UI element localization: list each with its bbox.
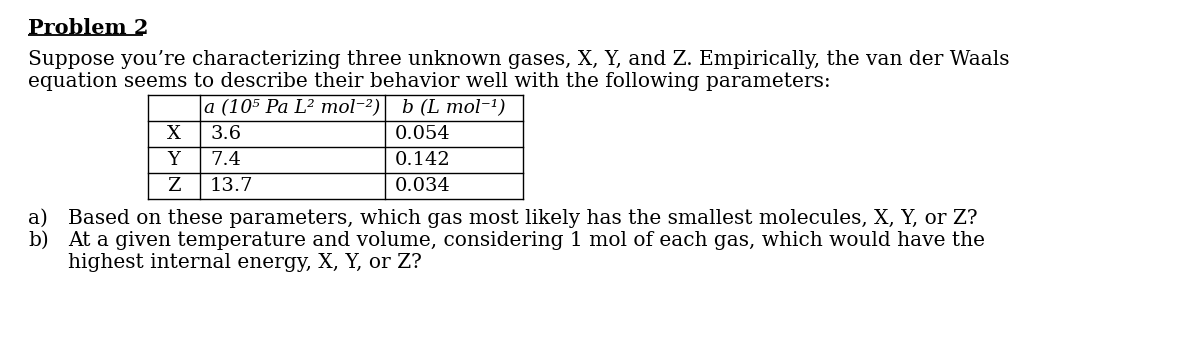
Text: 0.142: 0.142 — [395, 151, 451, 169]
Text: highest internal energy, X, Y, or Z?: highest internal energy, X, Y, or Z? — [68, 253, 422, 272]
Text: Y: Y — [168, 151, 180, 169]
Text: Z: Z — [167, 177, 181, 195]
Text: equation seems to describe their behavior well with the following parameters:: equation seems to describe their behavio… — [28, 72, 830, 91]
Text: Problem 2: Problem 2 — [28, 18, 149, 38]
Text: a (10⁵ Pa L² mol⁻²): a (10⁵ Pa L² mol⁻²) — [204, 99, 380, 117]
Text: a): a) — [28, 209, 48, 228]
Text: Suppose you’re characterizing three unknown gases, X, Y, and Z. Empirically, the: Suppose you’re characterizing three unkn… — [28, 50, 1009, 69]
Text: 3.6: 3.6 — [210, 125, 241, 143]
Text: b): b) — [28, 231, 49, 250]
Text: 13.7: 13.7 — [210, 177, 253, 195]
Text: 0.054: 0.054 — [395, 125, 451, 143]
Text: Based on these parameters, which gas most likely has the smallest molecules, X, : Based on these parameters, which gas mos… — [68, 209, 978, 228]
Text: X: X — [167, 125, 181, 143]
Text: At a given temperature and volume, considering 1 mol of each gas, which would ha: At a given temperature and volume, consi… — [68, 231, 985, 250]
Text: b (L mol⁻¹): b (L mol⁻¹) — [402, 99, 506, 117]
Text: 7.4: 7.4 — [210, 151, 241, 169]
Text: 0.034: 0.034 — [395, 177, 451, 195]
